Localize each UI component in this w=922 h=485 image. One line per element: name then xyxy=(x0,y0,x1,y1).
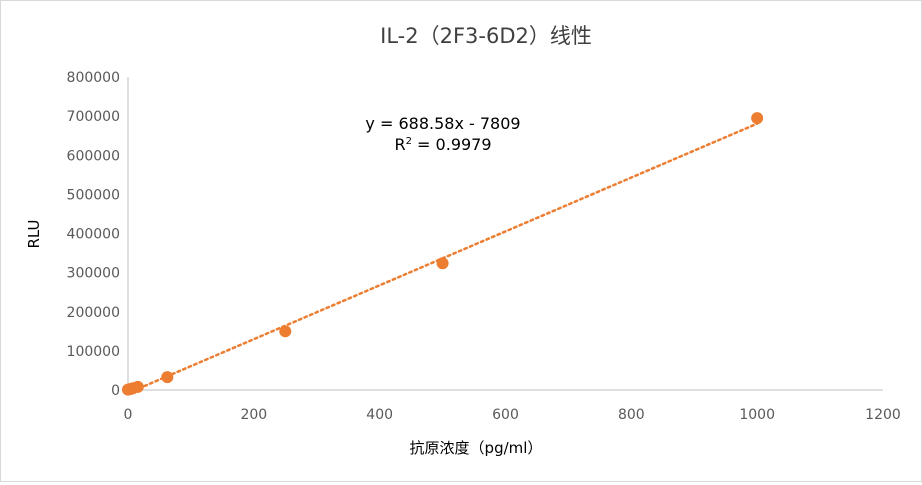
r2-superscript: 2 xyxy=(406,136,412,147)
data-point xyxy=(131,380,144,393)
x-axis-title: 抗原浓度（pg/ml） xyxy=(410,439,543,457)
data-point xyxy=(436,257,449,270)
x-tick-label: 1200 xyxy=(865,407,901,423)
y-axis-tick-labels: 0 100000 200000 300000 400000 500000 600000 700… xyxy=(67,70,120,399)
x-tick-label: 800 xyxy=(618,407,645,423)
y-tick-label: 800000 xyxy=(67,70,120,86)
y-tick-label: 300000 xyxy=(67,266,120,282)
x-tick-label: 0 xyxy=(124,407,133,423)
y-tick-label: 500000 xyxy=(67,187,120,203)
y-tick-label: 600000 xyxy=(67,148,120,164)
y-tick-label: 0 xyxy=(111,383,120,399)
y-axis-title: RLU xyxy=(25,219,43,248)
y-tick-label: 700000 xyxy=(67,109,120,125)
r2-label: R xyxy=(394,135,405,154)
y-tick-label: 200000 xyxy=(67,305,120,321)
y-tick-label: 100000 xyxy=(67,344,120,360)
x-axis-tick-labels: 0 200 400 600 800 1000 1200 xyxy=(124,407,901,423)
x-tick-label: 200 xyxy=(240,407,267,423)
data-point xyxy=(751,112,764,125)
trendline-equation: y = 688.58x - 7809 xyxy=(365,114,520,133)
chart-title: IL-2（2F3-6D2）线性 xyxy=(380,24,592,48)
data-point xyxy=(161,371,174,384)
x-tick-label: 400 xyxy=(366,407,393,423)
x-tick-label: 600 xyxy=(492,407,519,423)
data-points xyxy=(122,112,764,396)
data-point xyxy=(279,325,292,338)
trendline-r-squared: R2 = 0.9979 xyxy=(394,135,491,154)
y-tick-label: 400000 xyxy=(67,227,120,243)
r2-value: = 0.9979 xyxy=(412,135,492,154)
x-tick-label: 1000 xyxy=(739,407,775,423)
